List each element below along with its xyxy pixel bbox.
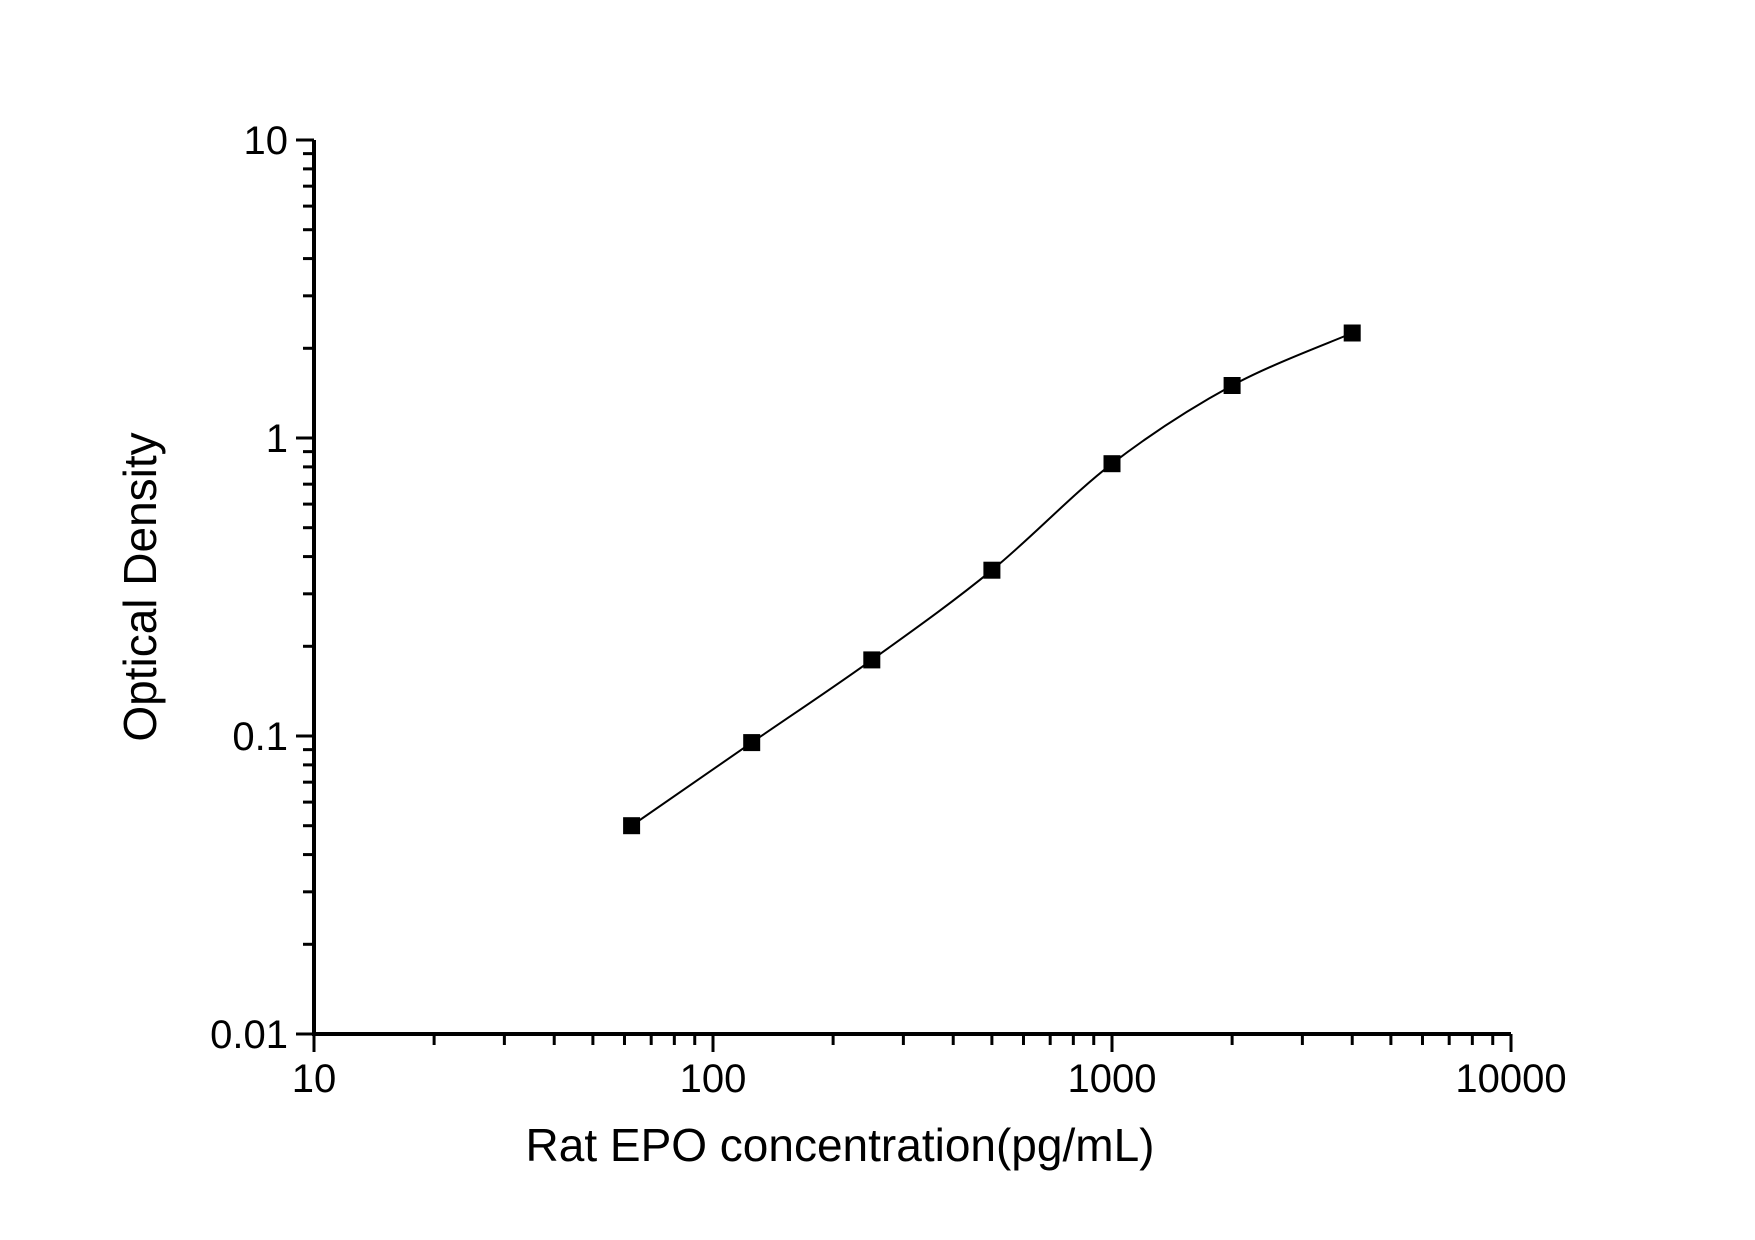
x-tick-label: 1000 <box>1068 1057 1157 1101</box>
x-tick-label: 10000 <box>1455 1057 1566 1101</box>
fit-curve <box>631 332 1353 827</box>
data-point-marker <box>863 651 881 669</box>
x-tick-label: 100 <box>680 1057 747 1101</box>
y-axis-title: Optical Density <box>114 432 166 742</box>
data-point-marker <box>983 561 1001 579</box>
data-point-marker <box>1103 455 1121 473</box>
data-point-marker <box>623 817 641 835</box>
x-tick-label: 10 <box>292 1057 337 1101</box>
y-tick-label: 0.1 <box>232 715 288 759</box>
data-point-marker <box>743 734 761 752</box>
y-tick-label: 10 <box>244 119 289 163</box>
data-point-marker <box>1223 377 1241 394</box>
x-axis-title: Rat EPO concentration(pg/mL) <box>525 1119 1155 1171</box>
data-point-marker <box>1343 324 1361 342</box>
y-tick-label: 0.01 <box>210 1013 288 1057</box>
y-tick-label: 1 <box>266 417 288 461</box>
